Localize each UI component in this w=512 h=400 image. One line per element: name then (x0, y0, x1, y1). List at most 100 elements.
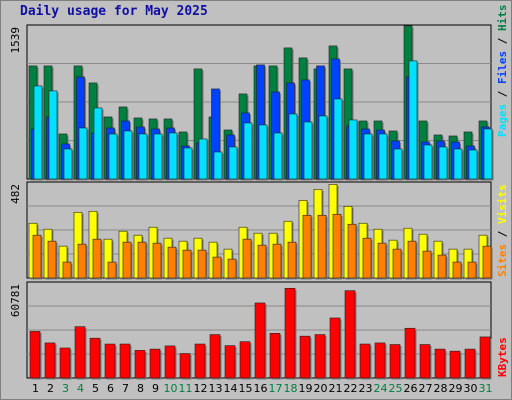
requests-ytick-label: 1539 (9, 27, 22, 54)
pages-bar-23 (363, 133, 374, 181)
day-label-17: 17 (269, 382, 283, 395)
pages-bar-5 (93, 107, 104, 181)
pages-bar-2 (48, 90, 59, 181)
sites-bar-8 (137, 241, 148, 280)
pages-bar-12 (198, 138, 209, 181)
sites-bar-17 (272, 243, 283, 280)
kbytes-ytick-label: 60781 (9, 284, 22, 317)
sites-bar-12 (197, 249, 208, 280)
sites-bar-9 (152, 242, 163, 280)
kbytes-bar-24 (374, 342, 387, 380)
pages-bar-11 (183, 147, 194, 181)
pages-bar-18 (288, 113, 299, 181)
pages-bar-4 (78, 127, 89, 181)
day-label-20: 20 (314, 382, 328, 395)
day-label-4: 4 (77, 382, 84, 395)
kbytes-bar-29 (449, 350, 462, 380)
chart-title: Daily usage for May 2025 (20, 4, 208, 19)
day-label-31: 31 (479, 382, 493, 395)
pages-bar-16 (258, 124, 269, 181)
sites-bar-21 (332, 213, 343, 280)
sites-bar-30 (467, 261, 478, 280)
day-label-11: 11 (179, 382, 193, 395)
sites-bar-20 (317, 214, 328, 280)
day-label-29: 29 (449, 382, 463, 395)
sites-bar-4 (77, 243, 88, 280)
day-label-12: 12 (194, 382, 208, 395)
sites-bar-18 (287, 241, 298, 280)
pages-bar-8 (138, 133, 149, 181)
kbytes-bar-20 (314, 334, 327, 380)
sites-bar-14 (227, 258, 238, 280)
kbytes-bar-27 (419, 344, 432, 380)
pages-bar-13 (213, 151, 224, 181)
kbytes-bar-28 (434, 348, 447, 380)
pages-bar-14 (228, 146, 239, 181)
day-label-10: 10 (164, 382, 178, 395)
kbytes-legend: KBytes (496, 337, 509, 377)
day-label-1: 1 (32, 382, 39, 395)
sites-bar-25 (392, 248, 403, 280)
pages-bar-21 (333, 98, 344, 181)
visitors-legend: Sites / Visits (496, 184, 509, 277)
kbytes-bar-17 (269, 333, 282, 380)
day-label-25: 25 (389, 382, 403, 395)
day-label-30: 30 (464, 382, 478, 395)
sites-bar-7 (122, 241, 133, 280)
pages-bar-9 (153, 133, 164, 181)
sites-bar-15 (242, 238, 253, 280)
sites-bar-29 (452, 261, 463, 280)
kbytes-bar-25 (389, 344, 402, 380)
sites-bar-22 (347, 223, 358, 280)
sites-bar-24 (377, 242, 388, 280)
day-label-5: 5 (92, 382, 99, 395)
pages-bar-10 (168, 132, 179, 181)
day-label-21: 21 (329, 382, 343, 395)
day-label-13: 13 (209, 382, 223, 395)
pages-bar-26 (408, 60, 419, 181)
sites-bar-16 (257, 244, 268, 280)
kbytes-bar-14 (224, 345, 237, 380)
kbytes-bar-11 (179, 353, 192, 380)
kbytes-bar-1 (29, 331, 42, 380)
pages-bar-17 (273, 132, 284, 181)
pages-bar-7 (123, 130, 134, 181)
pages-bar-1 (33, 85, 44, 181)
pages-bar-24 (378, 133, 389, 181)
sites-bar-19 (302, 214, 313, 280)
sites-bar-10 (167, 246, 178, 280)
kbytes-bar-23 (359, 343, 372, 380)
kbytes-bar-8 (134, 350, 147, 380)
pages-bar-3 (63, 148, 74, 181)
sites-bar-3 (62, 261, 73, 280)
sites-bar-5 (92, 238, 103, 280)
sites-bar-11 (182, 249, 193, 280)
day-label-19: 19 (299, 382, 313, 395)
sites-bar-26 (407, 240, 418, 280)
pages-bar-29 (453, 148, 464, 181)
pages-bar-22 (348, 119, 359, 181)
pages-bar-31 (483, 128, 494, 181)
kbytes-bar-10 (164, 345, 177, 380)
day-label-27: 27 (419, 382, 433, 395)
day-label-2: 2 (47, 382, 54, 395)
sites-bar-31 (482, 245, 493, 280)
pages-bar-15 (243, 122, 254, 181)
requests-legend-pages: Pages (496, 104, 509, 137)
kbytes-bar-9 (149, 348, 162, 380)
kbytes-bar-16 (254, 302, 267, 380)
day-label-9: 9 (152, 382, 159, 395)
kbytes-bar-12 (194, 343, 207, 380)
day-label-28: 28 (434, 382, 448, 395)
sites-bar-28 (437, 254, 448, 280)
kbytes-bar-5 (89, 337, 102, 380)
kbytes-bar-31 (479, 336, 492, 380)
sites-bar-6 (107, 261, 118, 280)
kbytes-bar-21 (329, 317, 342, 380)
kbytes-bar-26 (404, 327, 417, 380)
day-label-7: 7 (122, 382, 129, 395)
visitors-ytick-label: 482 (9, 184, 22, 204)
day-label-23: 23 (359, 382, 373, 395)
